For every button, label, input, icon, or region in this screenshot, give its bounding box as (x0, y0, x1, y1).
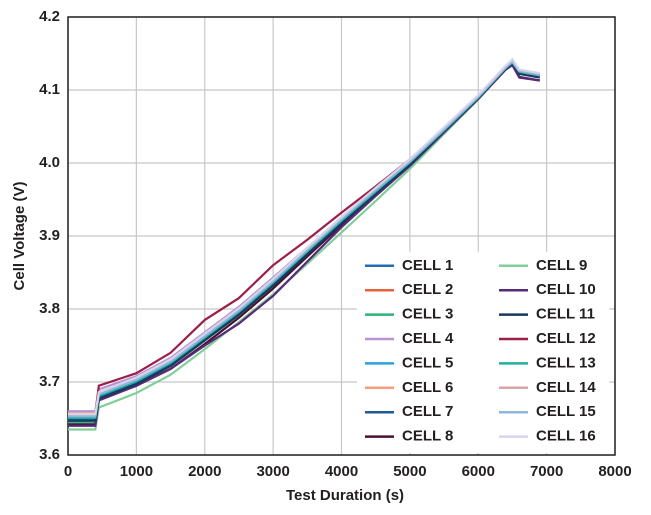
legend-label: CELL 7 (402, 403, 453, 420)
legend-label: CELL 13 (536, 354, 596, 371)
x-tick-label: 5000 (393, 463, 426, 480)
legend-label: CELL 3 (402, 306, 453, 323)
x-axis-label: Test Duration (s) (286, 487, 404, 504)
legend-label: CELL 2 (402, 281, 453, 298)
legend-label: CELL 1 (402, 257, 453, 274)
y-tick-label: 3.7 (39, 373, 60, 390)
y-tick-label: 3.8 (39, 300, 60, 317)
legend-label: CELL 12 (536, 330, 596, 347)
series-line (68, 59, 540, 418)
x-tick-label: 2000 (188, 463, 221, 480)
legend-label: CELL 9 (536, 257, 587, 274)
legend-box (357, 251, 609, 453)
x-tick-label: 3000 (256, 463, 289, 480)
plot-frame (67, 16, 616, 456)
y-axis-label: Cell Voltage (V) (11, 182, 28, 291)
legend-label: CELL 10 (536, 281, 596, 298)
y-tick-label: 3.6 (39, 446, 60, 463)
x-tick-label: 7000 (530, 463, 563, 480)
y-tick-label: 3.9 (39, 227, 60, 244)
legend-label: CELL 14 (536, 379, 596, 396)
y-tick-label: 4.0 (39, 154, 60, 171)
x-tick-label: 8000 (598, 463, 631, 480)
legend-label: CELL 15 (536, 403, 596, 420)
series-line (68, 57, 540, 416)
x-tick-label: 1000 (120, 463, 153, 480)
y-tick-label: 4.1 (39, 81, 60, 98)
x-tick-label: 4000 (325, 463, 358, 480)
y-tick-label: 4.2 (39, 8, 60, 25)
x-tick-label: 0 (64, 463, 72, 480)
legend-label: CELL 5 (402, 354, 453, 371)
legend-label: CELL 6 (402, 379, 453, 396)
legend-label: CELL 4 (402, 330, 454, 347)
legend-label: CELL 16 (536, 428, 596, 445)
legend-label: CELL 11 (536, 306, 595, 323)
x-tick-label: 6000 (462, 463, 495, 480)
legend-label: CELL 8 (402, 428, 453, 445)
